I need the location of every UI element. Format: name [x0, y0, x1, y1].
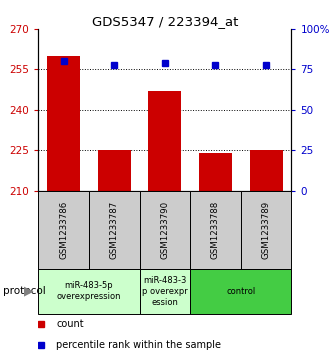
Text: GSM1233786: GSM1233786 [59, 200, 68, 259]
Text: miR-483-3
p overexpr
ession: miR-483-3 p overexpr ession [142, 276, 188, 307]
Bar [199, 153, 232, 191]
Bar [38, 269, 140, 314]
Bar [241, 191, 291, 269]
Text: GSM1233790: GSM1233790 [160, 200, 169, 259]
Bar [190, 191, 241, 269]
Text: ▶: ▶ [24, 285, 34, 298]
Text: count: count [56, 319, 84, 330]
Bar [190, 269, 291, 314]
Bar [250, 150, 282, 191]
Title: GDS5347 / 223394_at: GDS5347 / 223394_at [92, 15, 238, 28]
Text: miR-483-5p
overexpression: miR-483-5p overexpression [57, 281, 121, 301]
Text: control: control [226, 287, 255, 296]
Text: GSM1233788: GSM1233788 [211, 200, 220, 259]
Bar [140, 269, 190, 314]
Bar [47, 56, 80, 191]
Text: protocol: protocol [3, 286, 46, 296]
Bar [140, 191, 190, 269]
Text: GSM1233787: GSM1233787 [110, 200, 119, 259]
Text: GSM1233789: GSM1233789 [261, 200, 271, 259]
Bar [89, 191, 140, 269]
Text: percentile rank within the sample: percentile rank within the sample [56, 340, 221, 350]
Bar [38, 191, 89, 269]
Bar [149, 91, 181, 191]
Bar [98, 150, 131, 191]
